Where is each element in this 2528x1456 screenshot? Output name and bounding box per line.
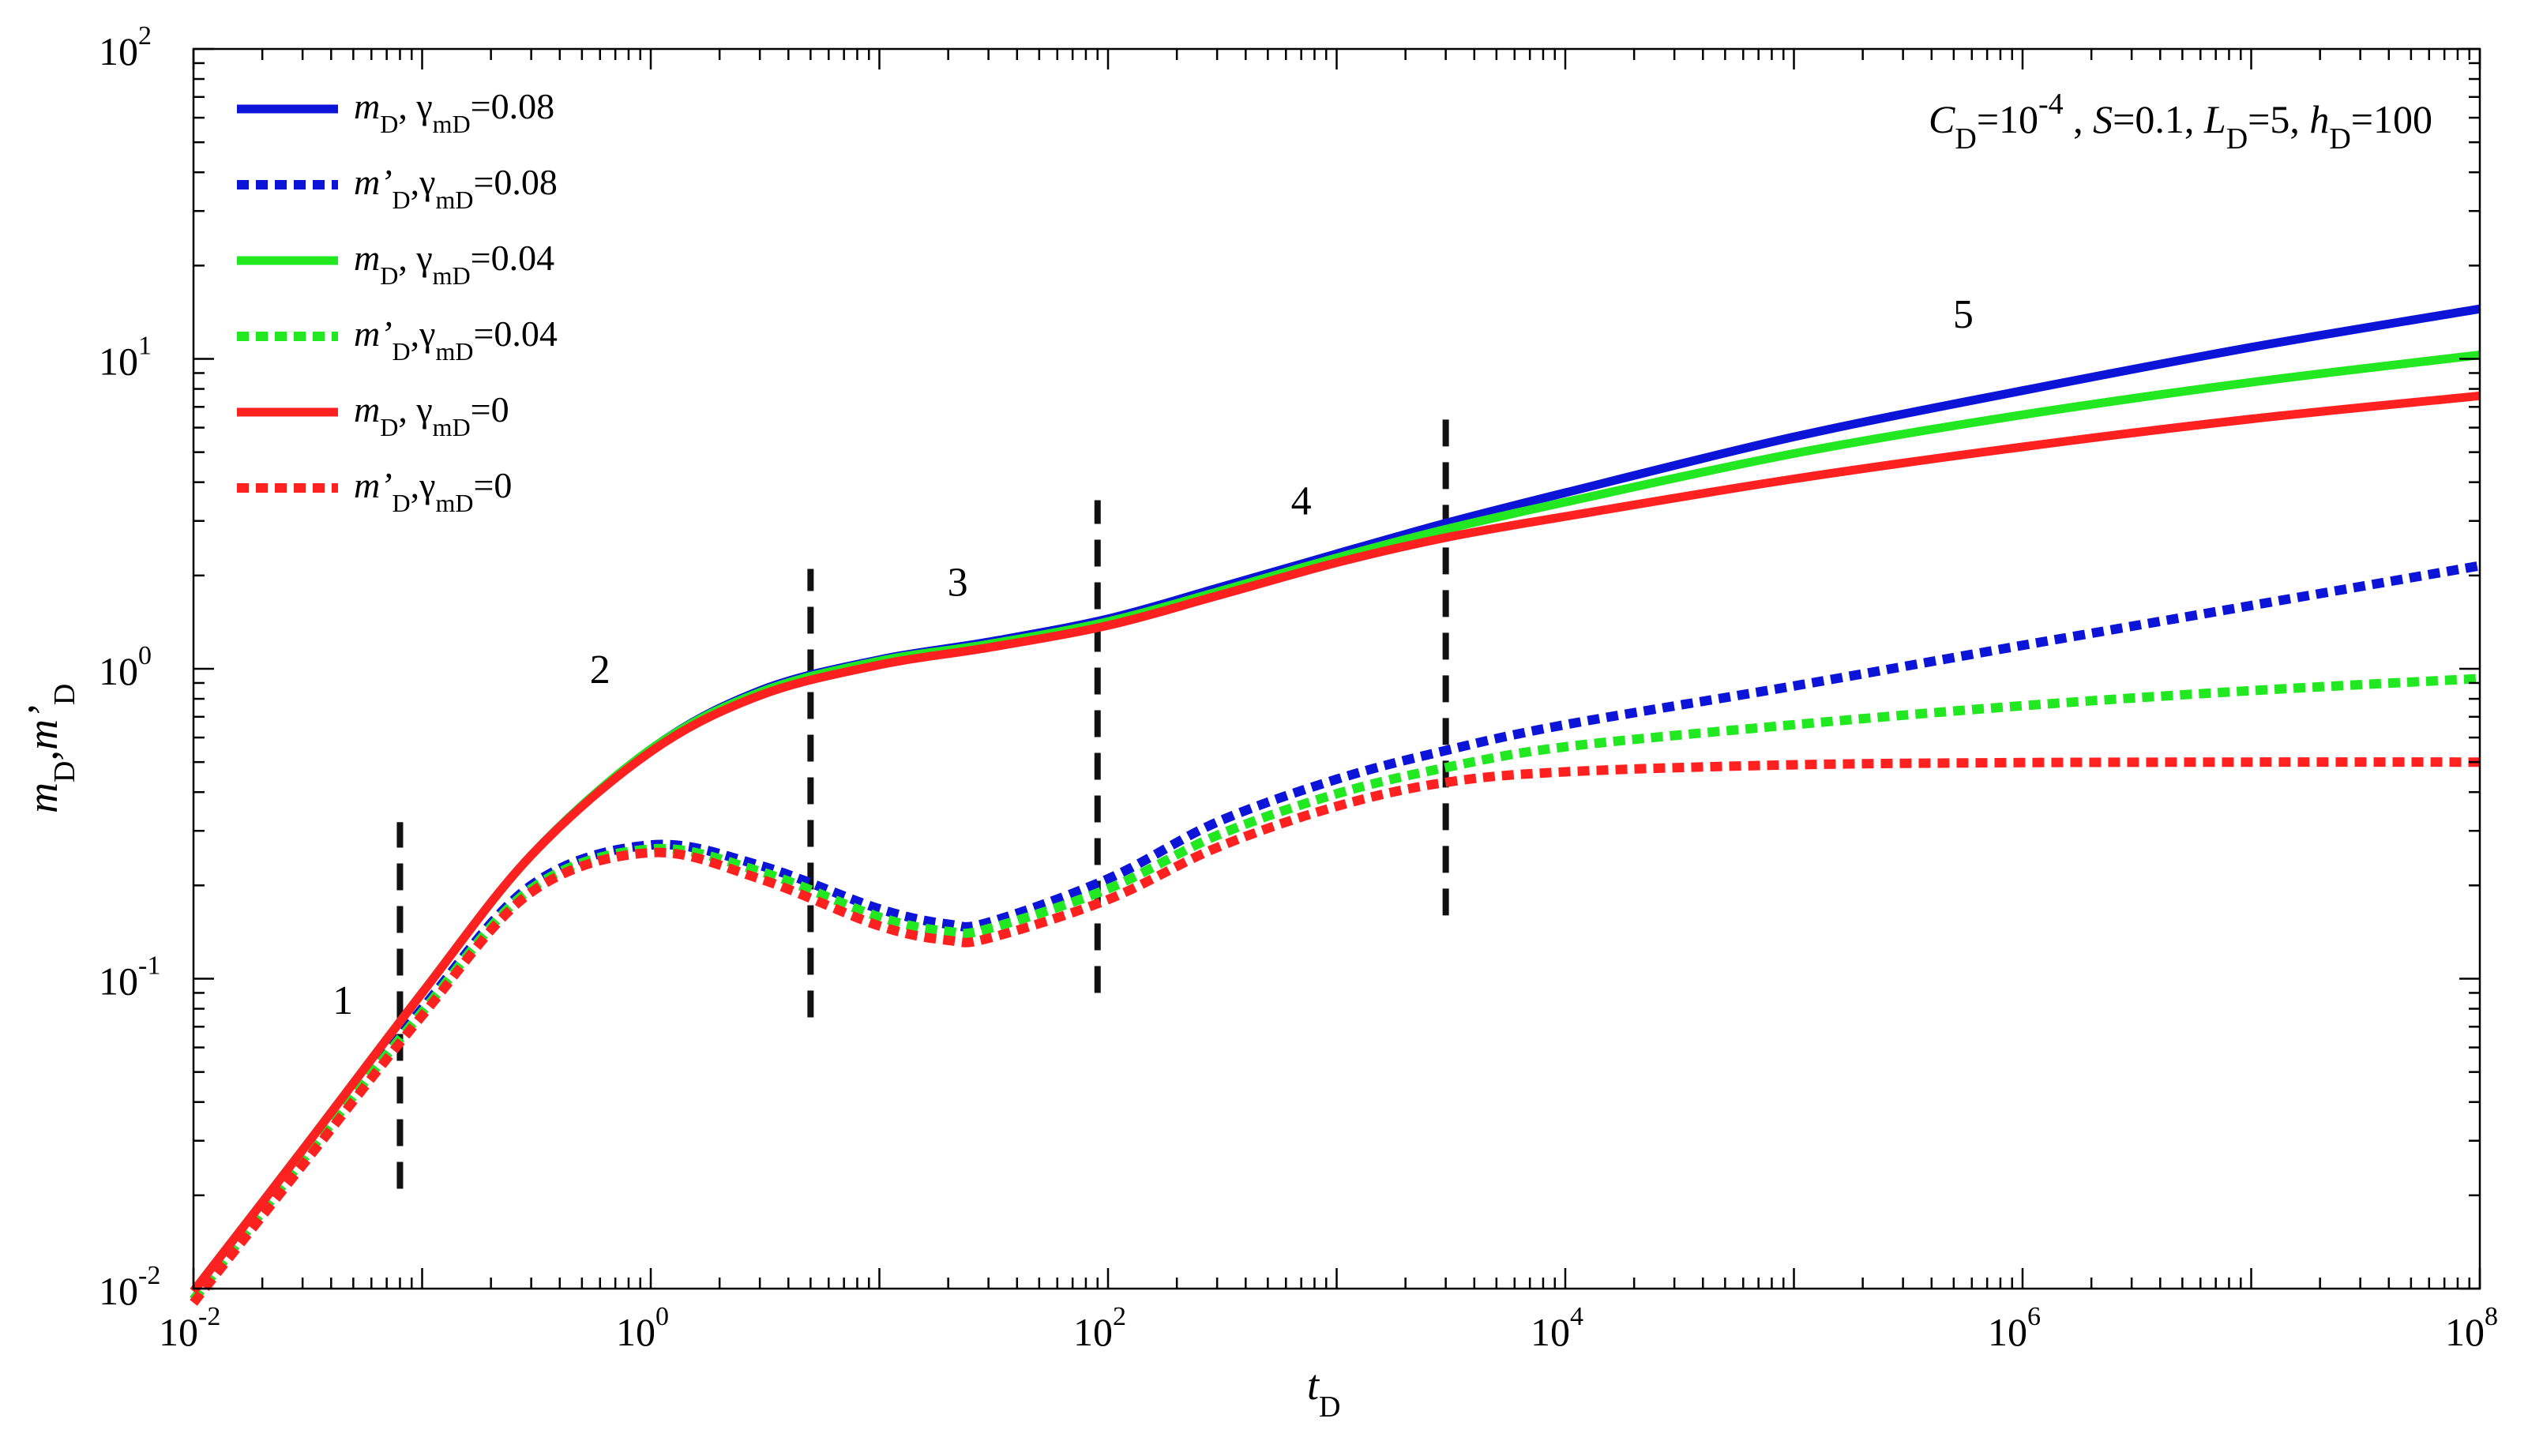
x-tick-label-2: 100 (616, 1302, 669, 1354)
y-tick-label-3: 100 (99, 641, 152, 693)
flow-regime-label-1: 1 (332, 978, 353, 1023)
series-line-6 (190, 757, 2481, 1306)
legend-label-4: m’D,γmD=0.04 (354, 313, 558, 366)
flow-regime-label-4: 4 (1291, 478, 1312, 523)
y-tick-label-2: 10-1 (99, 951, 160, 1004)
regime-dividers (396, 411, 1449, 1189)
y-tick-label-4: 101 (99, 332, 152, 384)
legend-label-6: m’D,γmD=0 (354, 465, 512, 517)
legend-label-2: m’D,γmD=0.08 (354, 162, 558, 214)
axis-tick-labels: 10-2 100 102 104 106 108 10-2 10-1 100 101 102 (99, 21, 2498, 1354)
x-tick-label-3: 102 (1073, 1302, 1126, 1354)
x-tick-label-5: 106 (1988, 1302, 2041, 1354)
y-tick-label-1: 10-2 (99, 1261, 160, 1313)
series-group (190, 304, 2481, 1306)
flow-regime-labels: 1 2 3 4 5 (332, 292, 1974, 1023)
y-tick-label-5: 102 (99, 21, 152, 73)
legend: mD, γmD=0.08 m’D,γmD=0.08 mD, γmD=0.04 m’D,… (237, 86, 558, 517)
parameter-annotation: CD=10-4 , S=0.1, LD=5, hD=100 (1929, 88, 2432, 156)
x-tick-label-6: 108 (2445, 1302, 2498, 1354)
legend-label-5: mD, γmD=0 (354, 389, 509, 441)
legend-label-3: mD, γmD=0.04 (354, 238, 554, 290)
flow-regime-label-3: 3 (948, 561, 968, 606)
series-line-5 (190, 391, 2481, 1294)
x-axis-label: tD (1307, 1361, 1340, 1424)
legend-label-1: mD, γmD=0.08 (354, 86, 554, 138)
x-tick-label-4: 104 (1531, 1302, 1583, 1354)
flow-regime-label-5: 5 (1953, 292, 1974, 337)
y-axis-label: mD,m’D (19, 684, 81, 813)
x-tick-label-1: 10-2 (159, 1302, 220, 1354)
flow-regime-label-2: 2 (590, 647, 610, 692)
axis-ticks (192, 47, 2481, 1290)
